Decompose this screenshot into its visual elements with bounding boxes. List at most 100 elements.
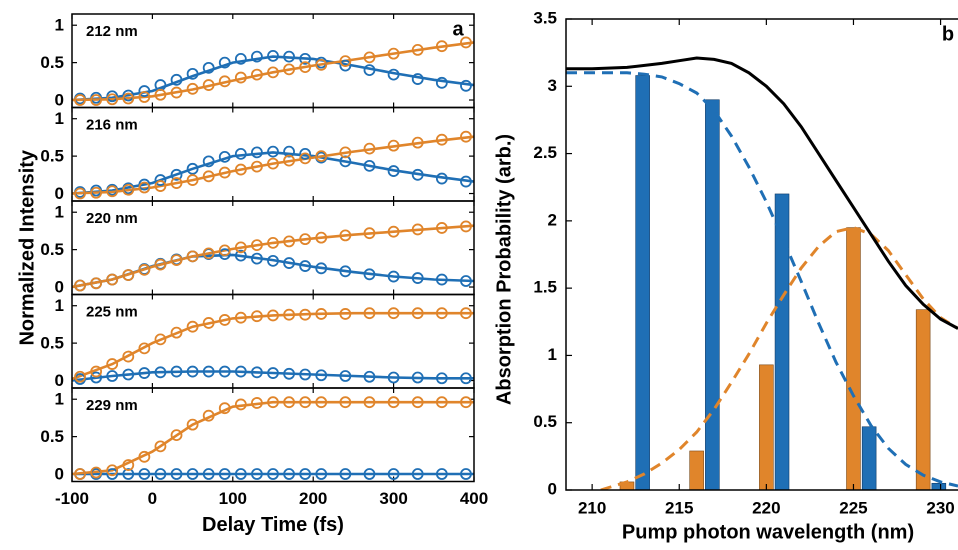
orange-data-point bbox=[218, 244, 231, 257]
subplot-2: 0 0.5 1 220 nm bbox=[40, 200, 475, 297]
orange-data-point bbox=[339, 308, 352, 320]
y-tick-label: 0.5 bbox=[40, 147, 64, 166]
orange-data-point bbox=[435, 222, 448, 234]
blue-data-point bbox=[339, 370, 352, 382]
orange-data-point bbox=[411, 223, 424, 236]
blue-data-point bbox=[363, 159, 376, 172]
orange-data-point bbox=[387, 47, 400, 60]
orange-data-point bbox=[339, 55, 352, 68]
orange-dashed-curve bbox=[600, 226, 958, 490]
orange-data-point bbox=[154, 333, 167, 346]
orange-data-point bbox=[315, 308, 328, 320]
blue-data-point bbox=[299, 368, 312, 381]
subplot-plot-area bbox=[72, 396, 474, 480]
panel-letter: b bbox=[942, 23, 954, 45]
orange-data-point bbox=[74, 468, 86, 480]
orange-data-point bbox=[251, 239, 263, 252]
x-tick-label: 100 bbox=[219, 489, 247, 508]
blue-data-point bbox=[299, 147, 312, 160]
blue-data-point bbox=[218, 56, 231, 69]
subplot-plot-area bbox=[72, 307, 474, 385]
blue-data-point bbox=[186, 162, 199, 175]
blue-data-point bbox=[411, 371, 424, 384]
orange-data-point bbox=[90, 365, 103, 378]
blue-data-point bbox=[138, 85, 151, 97]
blue-data-point bbox=[234, 468, 247, 480]
orange-data-point bbox=[186, 82, 199, 95]
blue-data-point bbox=[90, 371, 103, 384]
y-tick-label: 1 bbox=[55, 16, 64, 35]
y-tick-label: 3 bbox=[548, 76, 557, 95]
blue-data-point bbox=[170, 168, 183, 181]
orange-data-point bbox=[251, 160, 263, 173]
subplot-4: 0 0.5 1 229 nm bbox=[40, 387, 475, 484]
blue-data-point bbox=[387, 468, 400, 480]
blue-data-point bbox=[251, 366, 263, 379]
orange-data-point bbox=[299, 152, 312, 165]
blue-data-point bbox=[234, 147, 247, 160]
orange-data-point bbox=[170, 254, 183, 266]
blue-data-point bbox=[218, 365, 231, 378]
x-tick-label: 230 bbox=[926, 498, 954, 517]
blue-data-point bbox=[299, 468, 312, 480]
orange-data-point bbox=[218, 75, 231, 88]
orange-data-point bbox=[74, 187, 86, 200]
orange-data-point bbox=[90, 277, 103, 290]
orange-data-point bbox=[122, 92, 135, 105]
blue-data-point bbox=[283, 367, 295, 380]
blue-data-point bbox=[170, 468, 183, 480]
orange-data-point bbox=[460, 396, 472, 409]
blue-data-point bbox=[363, 64, 376, 76]
orange-data-point bbox=[435, 396, 448, 409]
orange-data-point bbox=[460, 220, 472, 233]
blue-data-point bbox=[234, 52, 247, 65]
blue-data-point bbox=[315, 468, 328, 480]
blue-data-point bbox=[435, 273, 448, 286]
orange-data-point bbox=[363, 51, 376, 64]
x-tick-label: 215 bbox=[665, 498, 693, 517]
blue-data-point bbox=[315, 262, 328, 275]
orange-data-point bbox=[339, 396, 352, 409]
subplot-3: 0 0.5 1 225 nm bbox=[40, 293, 475, 390]
orange-data-point bbox=[234, 311, 247, 324]
x-tick-label: 200 bbox=[299, 489, 327, 508]
blue-data-point bbox=[106, 370, 119, 382]
blue-data-point bbox=[202, 468, 215, 480]
orange-data-point bbox=[411, 396, 424, 409]
orange-data-point bbox=[154, 440, 167, 453]
wavelength-label: 212 nm bbox=[86, 23, 138, 40]
orange-data-point bbox=[122, 459, 135, 471]
orange-data-point bbox=[460, 36, 472, 49]
orange-data-point bbox=[234, 71, 247, 84]
orange-bar bbox=[915, 309, 931, 490]
orange-data-point bbox=[251, 310, 263, 323]
y-tick-label: 1 bbox=[55, 203, 64, 222]
blue-data-point bbox=[251, 146, 263, 159]
blue-data-point bbox=[283, 468, 295, 480]
wavelength-label: 225 nm bbox=[86, 303, 138, 320]
orange-data-point bbox=[411, 44, 424, 56]
orange-data-point bbox=[299, 396, 312, 409]
x-tick-label: 210 bbox=[578, 498, 606, 517]
blue-data-point bbox=[154, 366, 167, 379]
black-absorption-curve bbox=[566, 56, 958, 330]
orange-bar bbox=[759, 364, 774, 490]
blue-bar bbox=[774, 193, 790, 490]
orange-data-point bbox=[138, 181, 151, 194]
blue-data-point bbox=[460, 468, 472, 480]
orange-data-point bbox=[122, 183, 135, 196]
y-tick-label: 0.5 bbox=[40, 240, 64, 259]
orange-data-point bbox=[267, 396, 279, 409]
blue-data-point bbox=[267, 49, 279, 62]
orange-data-point bbox=[74, 279, 86, 292]
orange-data-point bbox=[138, 91, 151, 103]
orange-data-point bbox=[202, 247, 215, 260]
subplot-plot-area bbox=[72, 220, 474, 292]
orange-data-point bbox=[299, 308, 312, 321]
blue-data-point bbox=[339, 468, 352, 480]
orange-data-point bbox=[283, 154, 295, 167]
blue-data-point bbox=[283, 50, 295, 63]
orange-data-point bbox=[267, 309, 279, 322]
y-tick-label: 0.5 bbox=[40, 427, 64, 446]
y-tick-label: 0.5 bbox=[40, 334, 64, 353]
